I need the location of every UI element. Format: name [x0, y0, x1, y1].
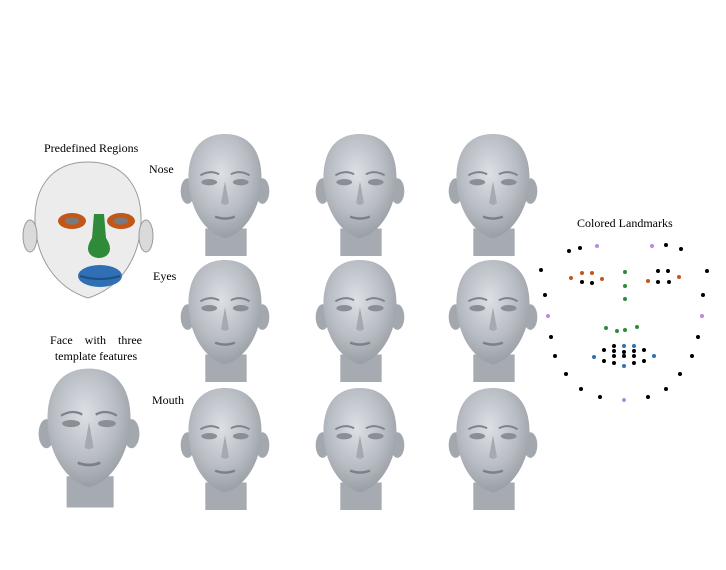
face-template-label-line2: template features — [54, 349, 138, 363]
landmark-dot — [567, 249, 571, 253]
landmark-dot — [553, 354, 557, 358]
landmark-dot — [623, 328, 627, 332]
landmark-dot — [664, 243, 668, 247]
template-face — [33, 364, 145, 510]
landmark-dot — [632, 361, 636, 365]
landmark-dot — [600, 277, 604, 281]
face-mouth-3 — [443, 384, 543, 512]
landmark-dot — [604, 326, 608, 330]
landmark-dot — [700, 314, 704, 318]
landmark-dot — [679, 247, 683, 251]
landmark-dot — [595, 244, 599, 248]
colored-landmarks-diagram — [530, 238, 710, 408]
row-label-nose: Nose — [149, 162, 174, 176]
landmark-dot — [646, 279, 650, 283]
landmark-dot — [580, 280, 584, 284]
landmark-dot — [677, 275, 681, 279]
face-template-label-line1: Face with three — [50, 333, 142, 347]
face-eyes-2 — [310, 256, 410, 384]
landmark-dot — [564, 372, 568, 376]
landmark-dot — [539, 268, 543, 272]
landmark-dot — [678, 372, 682, 376]
landmark-dot — [701, 293, 705, 297]
landmark-dot — [623, 284, 627, 288]
row-label-mouth: Mouth — [152, 393, 185, 407]
landmark-dot — [656, 269, 660, 273]
landmark-dot — [578, 246, 582, 250]
landmark-dot — [546, 314, 550, 318]
landmark-dot — [642, 348, 646, 352]
landmark-dot — [622, 354, 626, 358]
landmark-dot — [622, 364, 626, 368]
landmark-dot — [612, 354, 616, 358]
landmark-dot — [650, 244, 654, 248]
landmark-dot — [690, 354, 694, 358]
landmark-dot — [635, 325, 639, 329]
landmark-dot — [632, 354, 636, 358]
landmark-dot — [602, 359, 606, 363]
landmark-dot — [705, 269, 709, 273]
landmark-dot — [632, 349, 636, 353]
face-nose-1 — [175, 130, 275, 258]
face-eyes-1 — [175, 256, 275, 384]
face-nose-3 — [443, 130, 543, 258]
landmark-dot — [592, 355, 596, 359]
landmark-dot — [696, 335, 700, 339]
landmark-dot — [612, 349, 616, 353]
colored-landmarks-label: Colored Landmarks — [577, 216, 673, 230]
landmark-dot — [664, 387, 668, 391]
nose-region — [88, 214, 110, 258]
face-mouth-1 — [175, 384, 275, 512]
landmark-dot — [632, 344, 636, 348]
landmark-dot — [623, 297, 627, 301]
landmark-dot — [549, 335, 553, 339]
landmark-dot — [656, 280, 660, 284]
landmark-dot — [622, 350, 626, 354]
landmark-dot — [615, 329, 619, 333]
landmark-dot — [569, 276, 573, 280]
landmark-dot — [612, 344, 616, 348]
landmark-dot — [590, 271, 594, 275]
landmark-dot — [579, 387, 583, 391]
face-mouth-2 — [310, 384, 410, 512]
landmark-dot — [667, 280, 671, 284]
predefined-regions-label: Predefined Regions — [44, 141, 139, 155]
landmark-dot — [598, 395, 602, 399]
face-nose-2 — [310, 130, 410, 258]
landmark-dot — [666, 269, 670, 273]
row-label-eyes: Eyes — [153, 269, 177, 283]
face-eyes-3 — [443, 256, 543, 384]
mouth-region — [78, 265, 122, 287]
landmark-dot — [622, 344, 626, 348]
landmark-dot — [590, 281, 594, 285]
landmark-dot — [642, 359, 646, 363]
landmark-dot — [652, 354, 656, 358]
landmark-dot — [543, 293, 547, 297]
predefined-regions-face — [22, 158, 154, 308]
landmark-dot — [623, 270, 627, 274]
landmark-dot — [622, 398, 626, 402]
landmark-dot — [612, 361, 616, 365]
landmark-dot — [580, 271, 584, 275]
landmark-dot — [602, 348, 606, 352]
landmark-dot — [646, 395, 650, 399]
